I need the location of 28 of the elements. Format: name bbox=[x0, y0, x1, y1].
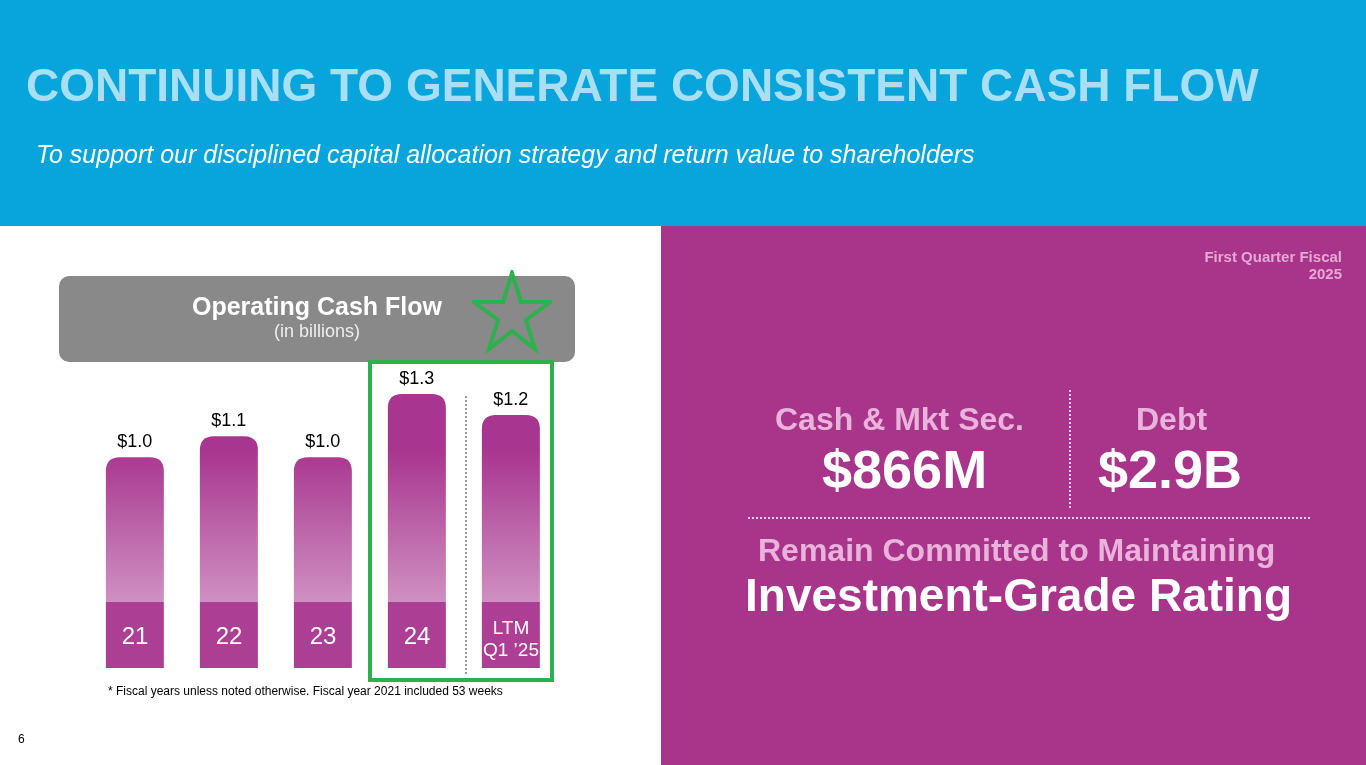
text: To support our disciplined capital allocation strategy and return value to shareholders bbox=[36, 140, 975, 169]
x-tick-label: LTM Q1 ’25 bbox=[483, 617, 539, 660]
data-label: $1.0 bbox=[305, 431, 341, 452]
data-label: $1.3 bbox=[399, 368, 435, 388]
bar bbox=[199, 436, 258, 668]
data-label: $1.1 bbox=[211, 410, 247, 431]
x-tick-label: 23 bbox=[309, 622, 337, 649]
bar bbox=[387, 394, 446, 668]
data-label: $1.0 bbox=[117, 431, 153, 452]
text: Debt bbox=[1136, 401, 1208, 438]
chart-title: Operating Cash Flow bbox=[191, 292, 443, 321]
text: Remain Committed to Maintaining bbox=[758, 532, 1276, 569]
text: * Fiscal years unless noted otherwise. Fiscal year 2021 included 53 weeks bbox=[108, 684, 503, 698]
bar bbox=[481, 415, 540, 668]
text: CONTINUING TO GENERATE CONSISTENT CASH FLOW bbox=[26, 58, 1259, 112]
bar bbox=[293, 457, 352, 668]
bar bbox=[105, 457, 164, 668]
x-tick-label: 22 bbox=[215, 622, 243, 649]
data-label: $1.2 bbox=[493, 389, 529, 410]
text: Investment-Grade Rating bbox=[745, 568, 1292, 622]
text: Cash & Mkt Sec. bbox=[775, 401, 1024, 438]
x-tick-label: 21 bbox=[121, 622, 149, 649]
chart-subtitle: (in billions) bbox=[273, 321, 361, 342]
text: First Quarter Fiscal 2025 bbox=[1203, 248, 1342, 282]
text: 6 bbox=[18, 732, 25, 746]
text: $2.9B bbox=[1098, 438, 1243, 500]
x-tick-label: 24 bbox=[403, 622, 431, 649]
text: $866M bbox=[822, 438, 988, 500]
